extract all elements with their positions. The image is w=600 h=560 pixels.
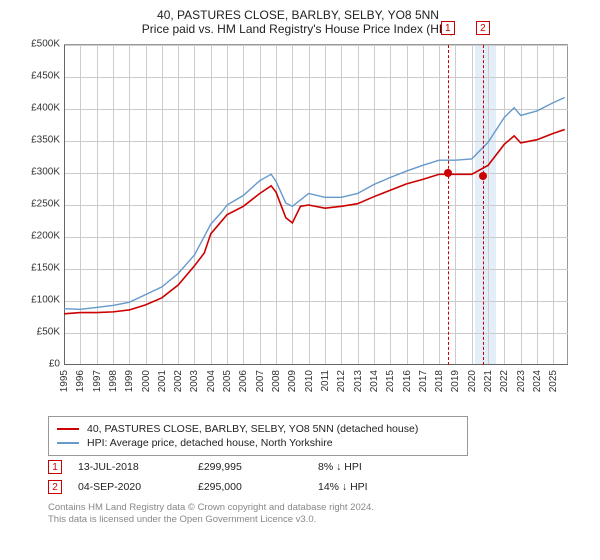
y-tick-label: £100K [31, 295, 60, 306]
sale-date: 13-JUL-2018 [78, 461, 198, 473]
x-tick-label: 1999 [124, 370, 135, 392]
x-tick-label: 2005 [222, 370, 233, 392]
x-tick-label: 1997 [92, 370, 103, 392]
sale-badge: 2 [48, 480, 62, 494]
x-tick-label: 2020 [467, 370, 478, 392]
x-tick-label: 2000 [141, 370, 152, 392]
marker-line-2 [483, 45, 484, 365]
marker-badge-1: 1 [441, 21, 455, 35]
x-tick-label: 2006 [238, 370, 249, 392]
x-tick-label: 2001 [157, 370, 168, 392]
x-tick-label: 1996 [75, 370, 86, 392]
sales-table: 1 13-JUL-2018£299,9958% ↓ HPI 2 04-SEP-2020… [48, 460, 588, 494]
y-tick-label: £150K [31, 263, 60, 274]
chart-subtitle: Price paid vs. HM Land Registry's House … [8, 22, 588, 36]
x-tick-label: 2009 [287, 370, 298, 392]
sale-price: £295,000 [198, 481, 318, 493]
legend-item: HPI: Average price, detached house, Nort… [57, 437, 459, 449]
x-tick-label: 2007 [255, 370, 266, 392]
marker-line-1 [448, 45, 449, 365]
x-tick-label: 2010 [304, 370, 315, 392]
footer-line-2: This data is licensed under the Open Gov… [48, 514, 588, 526]
x-tick-label: 2012 [336, 370, 347, 392]
y-tick-label: £300K [31, 167, 60, 178]
footer-line-1: Contains HM Land Registry data © Crown c… [48, 502, 588, 514]
legend-label: HPI: Average price, detached house, Nort… [87, 437, 333, 449]
chart-container: 40, PASTURES CLOSE, BARLBY, SELBY, YO8 5… [0, 0, 600, 560]
sale-price: £299,995 [198, 461, 318, 473]
x-tick-label: 1995 [59, 370, 70, 392]
x-tick-label: 2003 [189, 370, 200, 392]
x-tick-label: 2023 [516, 370, 527, 392]
marker-badge-2: 2 [476, 21, 490, 35]
x-tick-label: 2024 [532, 370, 543, 392]
y-tick-label: £400K [31, 103, 60, 114]
x-tick-label: 1998 [108, 370, 119, 392]
x-tick-label: 2002 [173, 370, 184, 392]
x-tick-label: 2011 [320, 370, 331, 392]
x-tick-label: 2018 [434, 370, 445, 392]
legend-label: 40, PASTURES CLOSE, BARLBY, SELBY, YO8 5… [87, 423, 418, 435]
y-tick-label: £0 [49, 359, 60, 370]
series-property_price [64, 129, 565, 313]
line-svg [64, 45, 568, 365]
y-tick-label: £200K [31, 231, 60, 242]
x-tick-label: 2017 [418, 370, 429, 392]
legend: 40, PASTURES CLOSE, BARLBY, SELBY, YO8 5… [48, 416, 468, 456]
sale-badge: 1 [48, 460, 62, 474]
x-tick-label: 2022 [499, 370, 510, 392]
sale-point-2 [479, 172, 487, 180]
sale-diff: 8% ↓ HPI [318, 461, 438, 473]
x-tick-label: 2013 [353, 370, 364, 392]
x-tick-label: 2014 [369, 370, 380, 392]
sale-diff: 14% ↓ HPI [318, 481, 438, 493]
y-tick-label: £250K [31, 199, 60, 210]
y-tick-label: £50K [37, 327, 60, 338]
x-tick-label: 2019 [450, 370, 461, 392]
x-tick-label: 2021 [483, 370, 494, 392]
sale-point-1 [444, 169, 452, 177]
legend-swatch [57, 442, 79, 444]
x-tick-label: 2004 [206, 370, 217, 392]
y-tick-label: £500K [31, 39, 60, 50]
legend-swatch [57, 428, 79, 430]
chart-area: 12 £0 £50K £100K £150K £200K £250K £300K £350K £… [16, 40, 576, 410]
sale-date: 04-SEP-2020 [78, 481, 198, 493]
legend-item: 40, PASTURES CLOSE, BARLBY, SELBY, YO8 5… [57, 423, 459, 435]
x-tick-label: 2008 [271, 370, 282, 392]
y-tick-label: £350K [31, 135, 60, 146]
footer-attribution: Contains HM Land Registry data © Crown c… [48, 502, 588, 527]
plot-region: 12 [64, 44, 568, 364]
x-tick-label: 2025 [548, 370, 559, 392]
series-hpi [64, 97, 565, 309]
x-tick-label: 2016 [402, 370, 413, 392]
chart-title: 40, PASTURES CLOSE, BARLBY, SELBY, YO8 5… [8, 8, 588, 22]
title-block: 40, PASTURES CLOSE, BARLBY, SELBY, YO8 5… [8, 8, 588, 36]
y-tick-label: £450K [31, 71, 60, 82]
x-tick-label: 2015 [385, 370, 396, 392]
